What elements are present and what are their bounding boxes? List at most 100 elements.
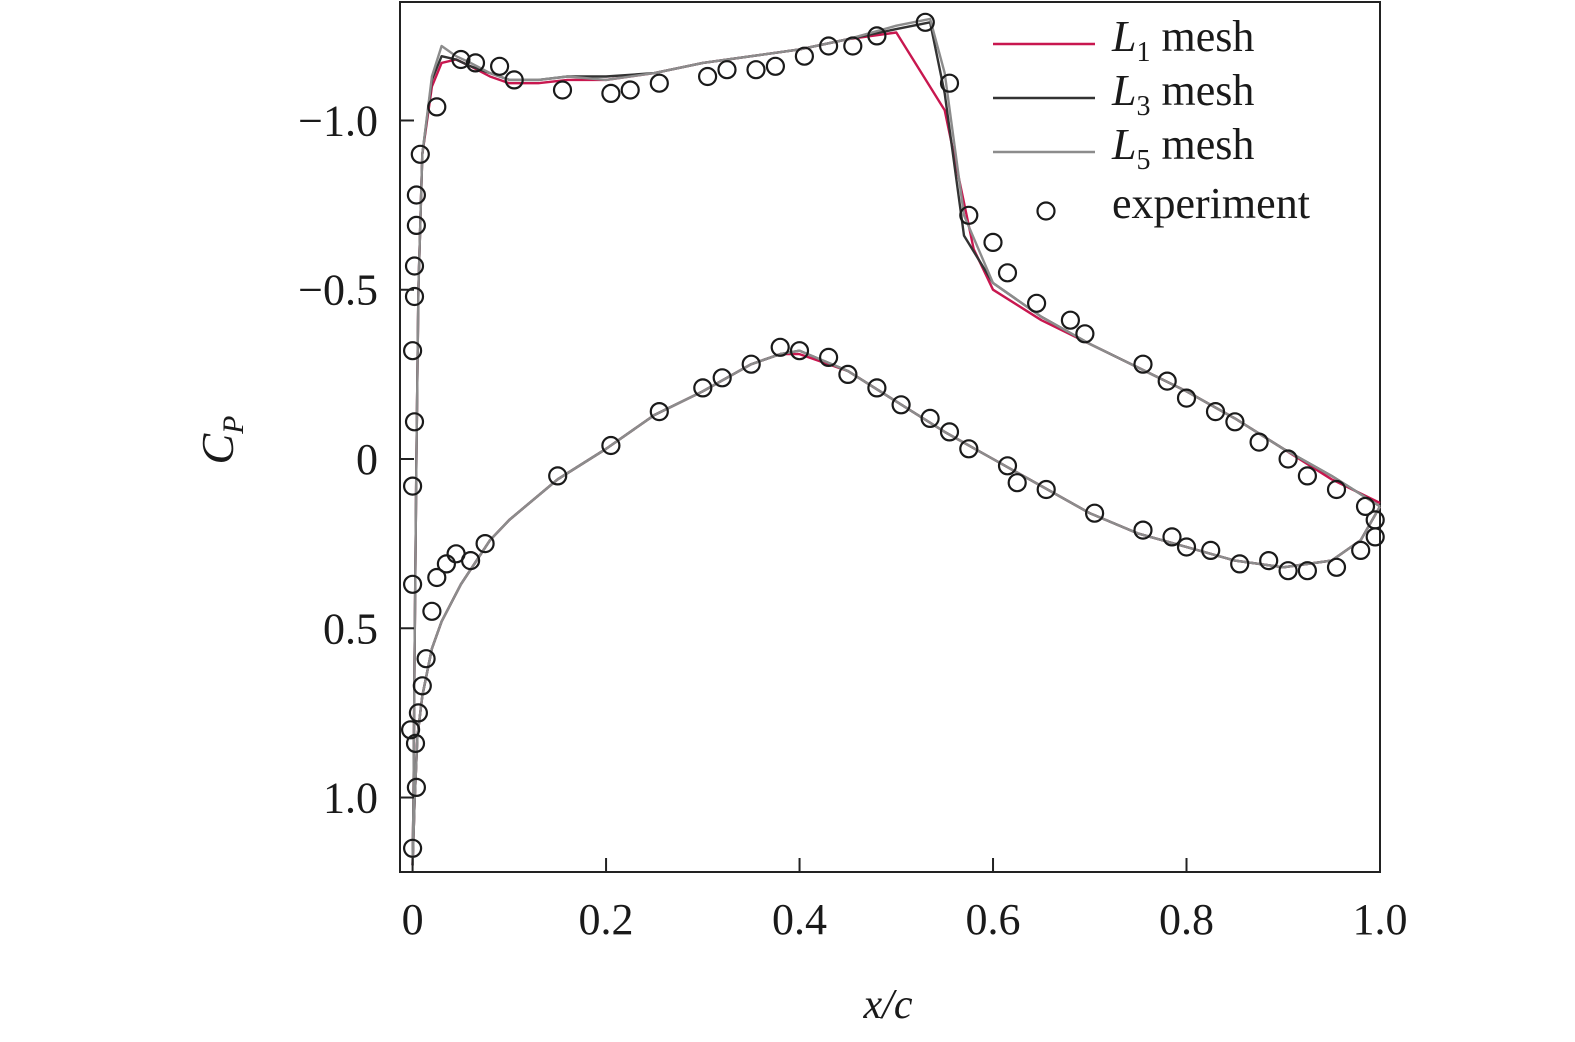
experiment-point — [1036, 479, 1056, 500]
experiment-point — [451, 49, 471, 70]
legend-label-sub: 3 — [1136, 91, 1150, 122]
experiment-point — [1176, 537, 1197, 557]
legend-label-2: L3 mesh — [1111, 66, 1254, 122]
experiment-point — [818, 36, 839, 56]
experiment-point — [410, 144, 430, 164]
experiment-point — [406, 215, 426, 235]
experiment-point — [404, 256, 425, 276]
legend-label-rest: mesh — [1150, 120, 1254, 169]
legend-label-sub: 1 — [1136, 37, 1150, 68]
experiment-point — [939, 73, 960, 93]
x-tick-label: 0.6 — [966, 895, 1021, 944]
y-tick-label: 1.0 — [323, 774, 378, 823]
legend-label-main: L — [1111, 66, 1136, 115]
experiment-point — [997, 263, 1018, 283]
experiment-point — [1162, 527, 1182, 547]
experiment-point — [403, 476, 423, 496]
experiment-point — [1007, 473, 1027, 493]
experiment-point — [838, 364, 858, 384]
experiment-point — [601, 83, 621, 104]
experiment-point — [1060, 310, 1081, 330]
legend-label-rest: mesh — [1150, 12, 1254, 61]
experiment-point — [983, 232, 1003, 252]
experiment-point — [997, 456, 1018, 476]
experiment-point — [405, 733, 426, 754]
experiment-point — [422, 601, 442, 621]
experiment-point — [1157, 371, 1177, 391]
experiment-point — [867, 378, 887, 398]
x-tick-label: 1.0 — [1353, 895, 1408, 944]
experiment-point — [741, 354, 761, 374]
experiment-point — [404, 286, 425, 307]
experiment-point — [717, 60, 737, 80]
experiment-point — [475, 533, 495, 554]
experiment-point — [1133, 520, 1153, 540]
experiment-point — [404, 412, 425, 432]
y-tick-label: 0.5 — [323, 604, 378, 653]
experiment-point — [406, 777, 426, 798]
experiment-point — [1326, 557, 1347, 577]
experiment-point — [794, 46, 815, 66]
experiment-point — [620, 80, 640, 100]
y-axis-label-sub: P — [217, 415, 250, 434]
experiment-point — [406, 185, 426, 205]
legend-label-1: L1 mesh — [1111, 12, 1254, 68]
y-axis-label: CP — [192, 415, 250, 464]
experiment-point — [712, 368, 732, 388]
experiment-point — [465, 53, 486, 73]
y-axis-label-main: C — [192, 433, 243, 465]
series-line-3-upper — [411, 17, 1381, 866]
experiment-point — [1351, 540, 1371, 561]
experiment-point — [770, 337, 790, 357]
legend-marker-experiment — [1036, 201, 1056, 221]
experiment-point — [1205, 402, 1226, 422]
experiment-point — [504, 70, 524, 90]
x-tick-label: 0.4 — [772, 895, 827, 944]
experiment-point — [548, 466, 568, 486]
x-tick-label: 0.8 — [1159, 895, 1214, 944]
experiment-point — [1176, 388, 1197, 408]
experiment-point — [1133, 354, 1153, 374]
experiment-point — [765, 56, 786, 76]
experiment-point — [891, 395, 911, 415]
x-axis-ticks: 0 0.2 0.4 0.6 0.8 1.0 — [402, 858, 1408, 944]
experiment-point — [1259, 550, 1279, 571]
y-tick-label: −1.0 — [298, 96, 378, 145]
experiment-point — [412, 676, 432, 696]
experiment-point — [552, 80, 573, 100]
experiment-point — [915, 12, 935, 32]
experiment-point — [959, 439, 979, 459]
experiment-point — [403, 574, 423, 594]
experiment-point — [818, 347, 839, 367]
experiment-markers — [401, 12, 1385, 858]
experiment-point — [1201, 540, 1221, 561]
experiment-point — [1365, 527, 1385, 547]
x-tick-label: 0 — [402, 895, 424, 944]
experiment-point — [1278, 561, 1298, 581]
experiment-point — [939, 422, 960, 442]
y-tick-label: 0 — [356, 435, 378, 484]
experiment-point — [436, 554, 456, 574]
experiment-point — [1249, 432, 1269, 452]
experiment-point — [1026, 293, 1047, 313]
y-axis-ticks: −1.0 −0.5 0 0.5 1.0 — [298, 96, 414, 823]
experiment-point — [403, 838, 423, 858]
legend-label-rest: mesh — [1150, 66, 1254, 115]
experiment-point — [1084, 503, 1105, 523]
experiment-point — [1297, 561, 1318, 581]
legend-label-main: L — [1111, 120, 1136, 169]
x-axis-label: x/c — [863, 982, 913, 1028]
experiment-point — [401, 720, 421, 740]
experiment-point — [920, 408, 940, 428]
experiment-point — [601, 435, 621, 456]
experiment-point — [427, 97, 447, 117]
experiment-point — [1075, 324, 1095, 344]
experiment-point — [1297, 466, 1318, 486]
legend-label-main: L — [1111, 12, 1136, 61]
experiment-point — [403, 341, 423, 361]
experiment-point — [697, 66, 718, 87]
experiment-point — [959, 205, 979, 225]
legend-label-3: L5 mesh — [1111, 120, 1254, 176]
